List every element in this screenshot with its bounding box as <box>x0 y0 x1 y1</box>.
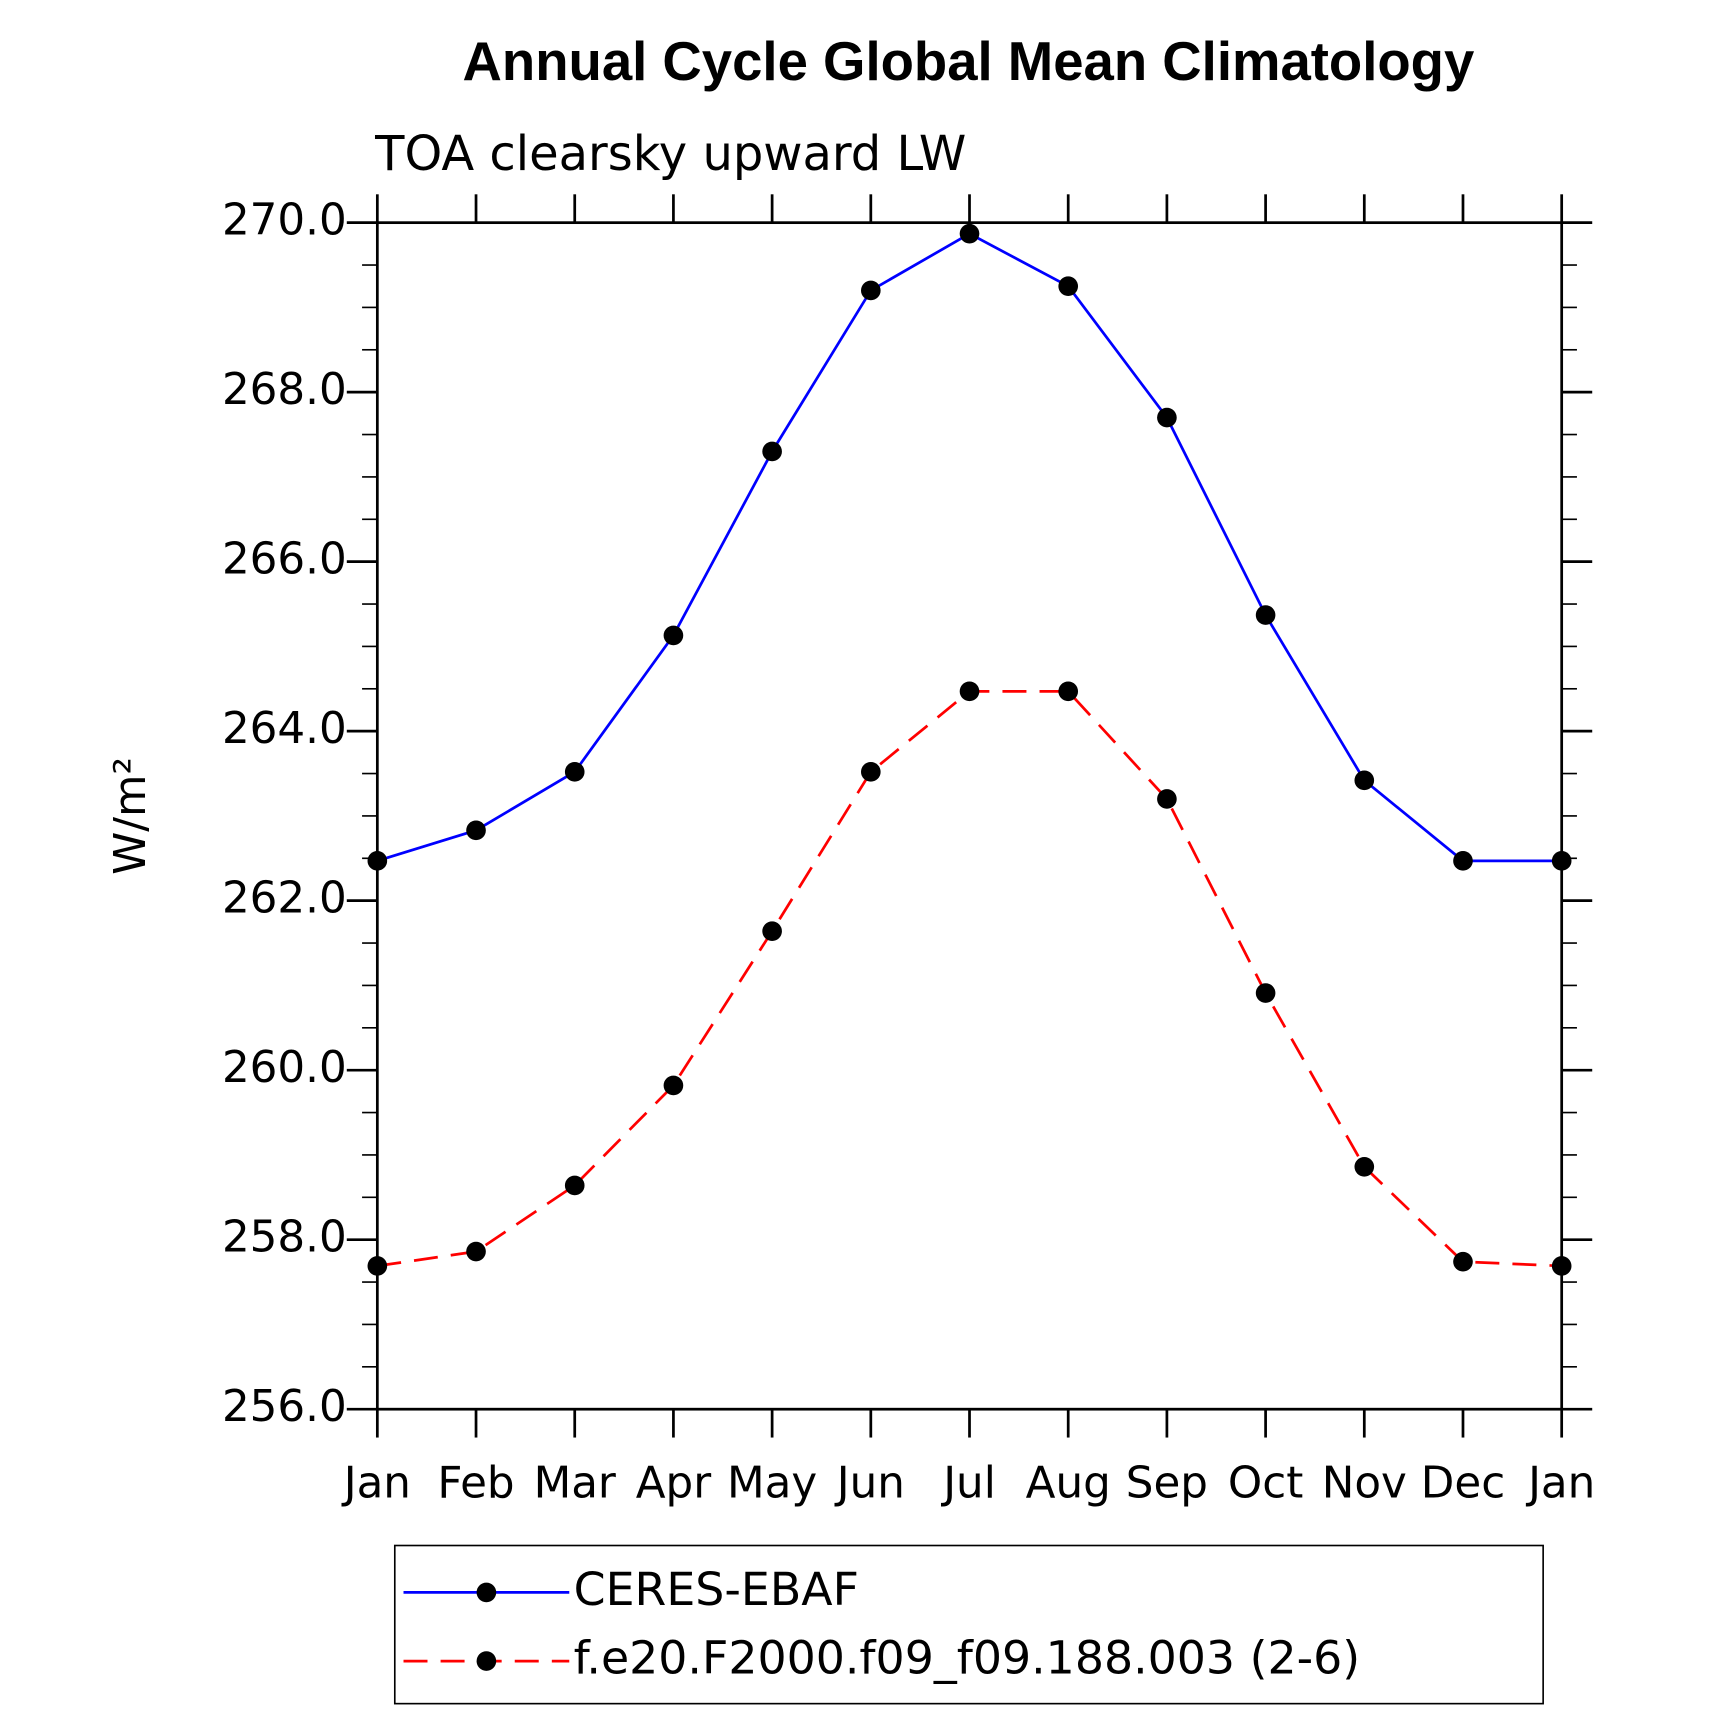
y-tick-label: 258.0 <box>222 1213 347 1263</box>
legend-marker <box>476 1651 497 1671</box>
x-tick-label: Aug <box>1026 1459 1111 1509</box>
x-tick-label: Dec <box>1421 1459 1505 1509</box>
data-point <box>1354 1156 1375 1177</box>
data-point <box>367 851 388 871</box>
data-point <box>959 681 980 702</box>
x-tick-label: Jun <box>834 1459 905 1509</box>
plot-frame <box>375 221 1564 1411</box>
y-tick-label: 262.0 <box>222 874 347 924</box>
y-tick-label: 270.0 <box>222 196 347 246</box>
data-point <box>1058 276 1079 297</box>
chart-subtitle: TOA clearsky upward LW <box>374 126 966 182</box>
data-point <box>663 1075 684 1096</box>
x-tick-label: Apr <box>636 1459 712 1509</box>
x-tick-label: Oct <box>1228 1459 1303 1509</box>
x-tick-label: Mar <box>534 1459 616 1509</box>
data-point <box>762 441 782 462</box>
x-tick-label: Sep <box>1126 1459 1208 1509</box>
y-tick-label: 266.0 <box>222 535 347 585</box>
series-line <box>377 689 1562 1268</box>
legend-box <box>393 1544 1544 1705</box>
legend-marker <box>476 1582 497 1603</box>
y-tick-label: 260.0 <box>222 1043 347 1093</box>
data-point <box>1255 605 1276 625</box>
y-tick-label: 264.0 <box>222 704 347 754</box>
data-point <box>1453 851 1473 871</box>
data-point <box>1354 770 1375 791</box>
legend-label: CERES-EBAF <box>574 1562 859 1616</box>
data-point <box>1058 681 1079 702</box>
data-point <box>1157 407 1177 428</box>
data-point <box>466 1241 486 1262</box>
chart-title: Annual Cycle Global Mean Climatology <box>463 31 1475 92</box>
data-point <box>762 921 782 942</box>
data-point <box>466 820 486 841</box>
y-tick-label: 256.0 <box>222 1382 347 1432</box>
x-tick-label: Jan <box>341 1459 411 1509</box>
x-tick-label: Jul <box>940 1459 996 1509</box>
x-tick-label: Nov <box>1322 1459 1407 1509</box>
series-line <box>376 232 1562 863</box>
y-tick-label: 268.0 <box>222 365 347 415</box>
data-point <box>860 762 881 782</box>
data-point <box>564 762 585 782</box>
data-point <box>663 625 684 646</box>
data-point <box>564 1175 585 1196</box>
data-point <box>1551 851 1572 871</box>
legend-label: f.e20.F2000.f09_f09.188.003 (2-6) <box>574 1631 1361 1685</box>
data-point <box>860 280 881 301</box>
data-point <box>367 1256 388 1276</box>
x-tick-label: Feb <box>437 1459 514 1509</box>
data-point <box>1255 983 1276 1003</box>
data-point <box>1551 1256 1572 1276</box>
y-axis-label: W/m² <box>106 757 156 875</box>
data-point <box>1453 1251 1473 1272</box>
x-tick-label: May <box>727 1459 817 1509</box>
data-point <box>959 223 980 244</box>
data-point <box>1157 789 1177 809</box>
x-tick-label: Jan <box>1525 1459 1595 1509</box>
